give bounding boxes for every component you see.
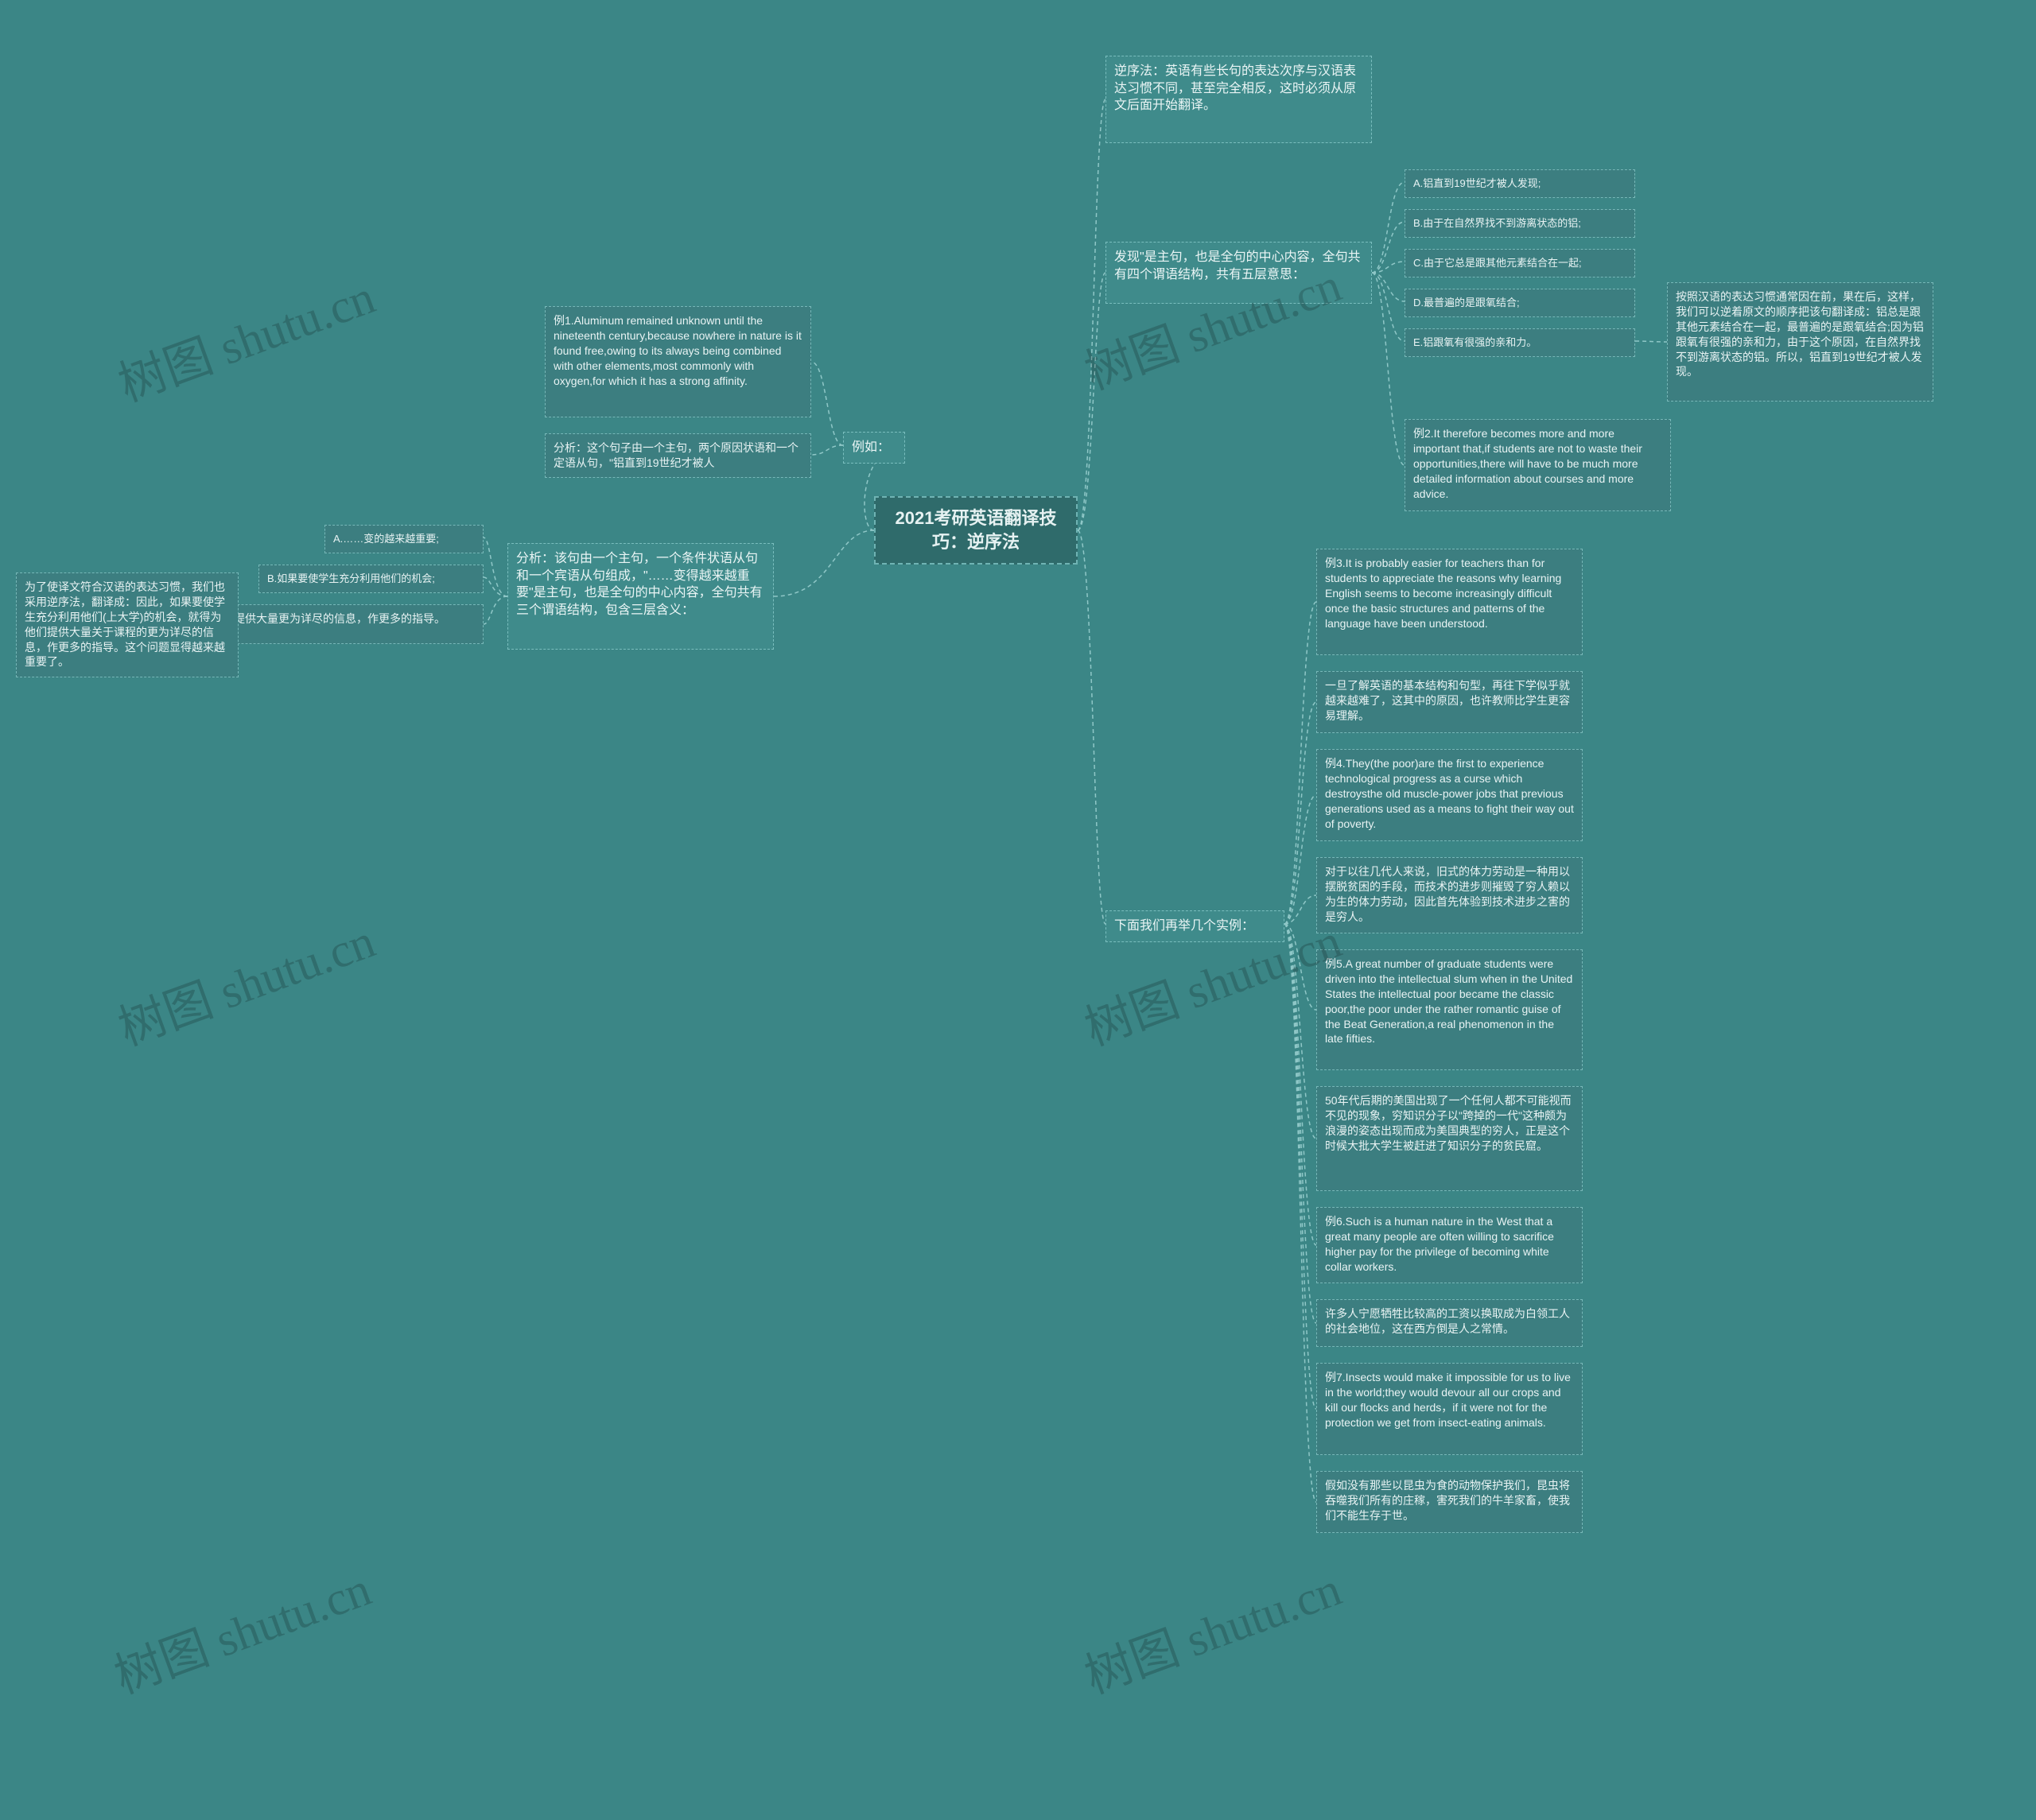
node-ex3: 例3.It is probably easier for teachers th… (1316, 549, 1583, 655)
watermark: 树图 shutu.cn (1074, 1550, 1349, 1707)
watermark: 树图 shutu.cn (103, 1550, 379, 1707)
node-ex4: 例4.They(the poor)are the first to experi… (1316, 749, 1583, 841)
node-discover: 发现"是主句，也是全句的中心内容，全句共有四个谓语结构，共有五层意思： (1105, 242, 1372, 304)
node-disc-d: D.最普遍的是跟氧结合; (1405, 289, 1635, 317)
node-disc-c: C.由于它总是跟其他元素结合在一起; (1405, 249, 1635, 277)
mindmap-canvas: 2021考研英语翻译技巧：逆序法 逆序法：英语有些长句的表达次序与汉语表达习惯不… (0, 0, 2036, 1820)
node-ex5: 例5.A great number of graduate students w… (1316, 949, 1583, 1070)
watermark: 树图 shutu.cn (107, 902, 383, 1059)
node-example-label: 例如： (843, 432, 905, 464)
node-more-examples: 下面我们再举几个实例： (1105, 910, 1284, 942)
node-an2-a: A.……变的越来越重要; (324, 525, 484, 553)
node-ex6-tr: 许多人宁愿牺牲比较高的工资以换取成为白领工人的社会地位，这在西方倒是人之常情。 (1316, 1299, 1583, 1347)
node-an2-b: B.如果要使学生充分利用他们的机会; (258, 565, 484, 593)
node-disc-e-note: 按照汉语的表达习惯通常因在前，果在后，这样，我们可以逆着原文的顺序把该句翻译成：… (1667, 282, 1933, 402)
node-ex4-tr: 对于以往几代人来说，旧式的体力劳动是一种用以摆脱贫困的手段，而技术的进步则摧毁了… (1316, 857, 1583, 933)
node-disc-b: B.由于在自然界找不到游离状态的铝; (1405, 209, 1635, 238)
node-analysis2: 分析：该句由一个主句，一个条件状语从句和一个宾语从句组成，"……变得越来越重要"… (507, 543, 774, 650)
watermark: 树图 shutu.cn (107, 258, 383, 415)
connector-layer (0, 0, 2036, 1820)
node-ex2: 例2.It therefore becomes more and more im… (1405, 419, 1671, 511)
node-ex5-tr: 50年代后期的美国出现了一个任何人都不可能视而不见的现象，穷知识分子以"跨掉的一… (1316, 1086, 1583, 1191)
node-ex3-tr: 一旦了解英语的基本结构和句型，再往下学似乎就越来越难了，这其中的原因，也许教师比… (1316, 671, 1583, 733)
node-ex6: 例6.Such is a human nature in the West th… (1316, 1207, 1583, 1283)
node-disc-a: A.铝直到19世纪才被人发现; (1405, 169, 1635, 198)
node-ex7: 例7.Insects would make it impossible for … (1316, 1363, 1583, 1455)
node-an2-c-note: 为了使译文符合汉语的表达习惯，我们也采用逆序法，翻译成：因此，如果要使学生充分利… (16, 572, 239, 677)
node-reverse-method: 逆序法：英语有些长句的表达次序与汉语表达习惯不同，甚至完全相反，这时必须从原文后… (1105, 56, 1372, 143)
center-node: 2021考研英语翻译技巧：逆序法 (874, 496, 1078, 565)
node-ex1-analysis: 分析：这个句子由一个主句，两个原因状语和一个定语从句，"铝直到19世纪才被人 (545, 433, 811, 478)
node-disc-e: E.铝跟氧有很强的亲和力。 (1405, 328, 1635, 357)
node-ex7-tr: 假如没有那些以昆虫为食的动物保护我们，昆虫将吞噬我们所有的庄稼，害死我们的牛羊家… (1316, 1471, 1583, 1533)
node-ex1: 例1.Aluminum remained unknown until the n… (545, 306, 811, 417)
